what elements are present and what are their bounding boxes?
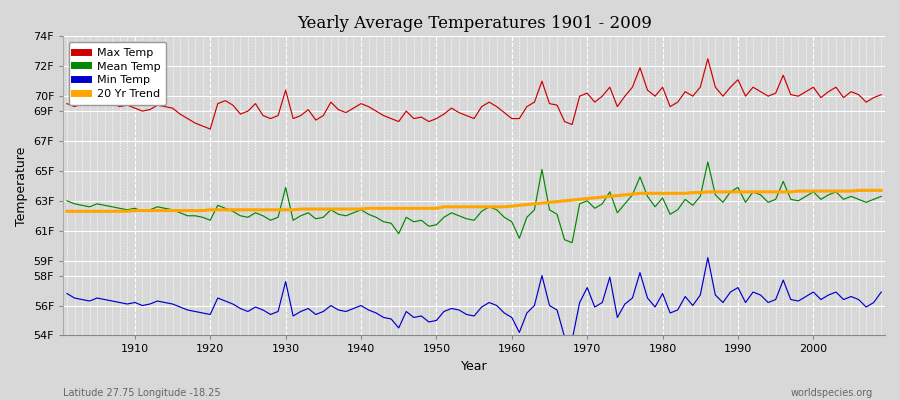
Line: Mean Temp: Mean Temp [67,162,881,243]
Line: Min Temp: Min Temp [67,258,881,340]
Legend: Max Temp, Mean Temp, Min Temp, 20 Yr Trend: Max Temp, Mean Temp, Min Temp, 20 Yr Tre… [68,42,166,105]
Min Temp [702,255,713,260]
20 Yr Trend [876,188,886,193]
Mean Temp [567,240,578,245]
Max Temp [340,110,351,115]
Mean Temp [288,218,299,223]
20 Yr Trend [597,195,608,200]
20 Yr Trend [507,204,517,208]
Text: Latitude 27.75 Longitude -18.25: Latitude 27.75 Longitude -18.25 [63,388,220,398]
Mean Temp [333,212,344,217]
Mean Temp [605,190,616,194]
20 Yr Trend [288,208,299,212]
20 Yr Trend [61,209,72,214]
20 Yr Trend [333,207,344,212]
Max Temp [122,103,132,108]
20 Yr Trend [499,204,509,209]
20 Yr Trend [853,188,864,193]
Max Temp [295,113,306,118]
Max Temp [876,92,886,97]
Mean Temp [499,215,509,220]
Min Temp [605,275,616,280]
Min Temp [122,302,132,306]
Line: 20 Yr Trend: 20 Yr Trend [67,190,881,211]
Mean Temp [876,194,886,199]
Max Temp [61,101,72,106]
Mean Temp [122,208,132,212]
Max Temp [514,116,525,121]
Max Temp [605,85,616,90]
X-axis label: Year: Year [461,360,488,373]
Min Temp [499,310,509,315]
Max Temp [702,56,713,61]
Title: Yearly Average Temperatures 1901 - 2009: Yearly Average Temperatures 1901 - 2009 [297,15,652,32]
Min Temp [333,308,344,312]
Text: worldspecies.org: worldspecies.org [791,388,873,398]
Min Temp [507,315,517,320]
Y-axis label: Temperature: Temperature [15,146,28,226]
Mean Temp [507,219,517,224]
Mean Temp [61,198,72,203]
Min Temp [876,290,886,294]
Line: Max Temp: Max Temp [67,59,881,129]
Mean Temp [702,160,713,164]
Min Temp [567,338,578,342]
Max Temp [205,127,216,132]
20 Yr Trend [122,209,132,214]
Min Temp [288,314,299,318]
Min Temp [61,291,72,296]
Max Temp [507,116,517,121]
